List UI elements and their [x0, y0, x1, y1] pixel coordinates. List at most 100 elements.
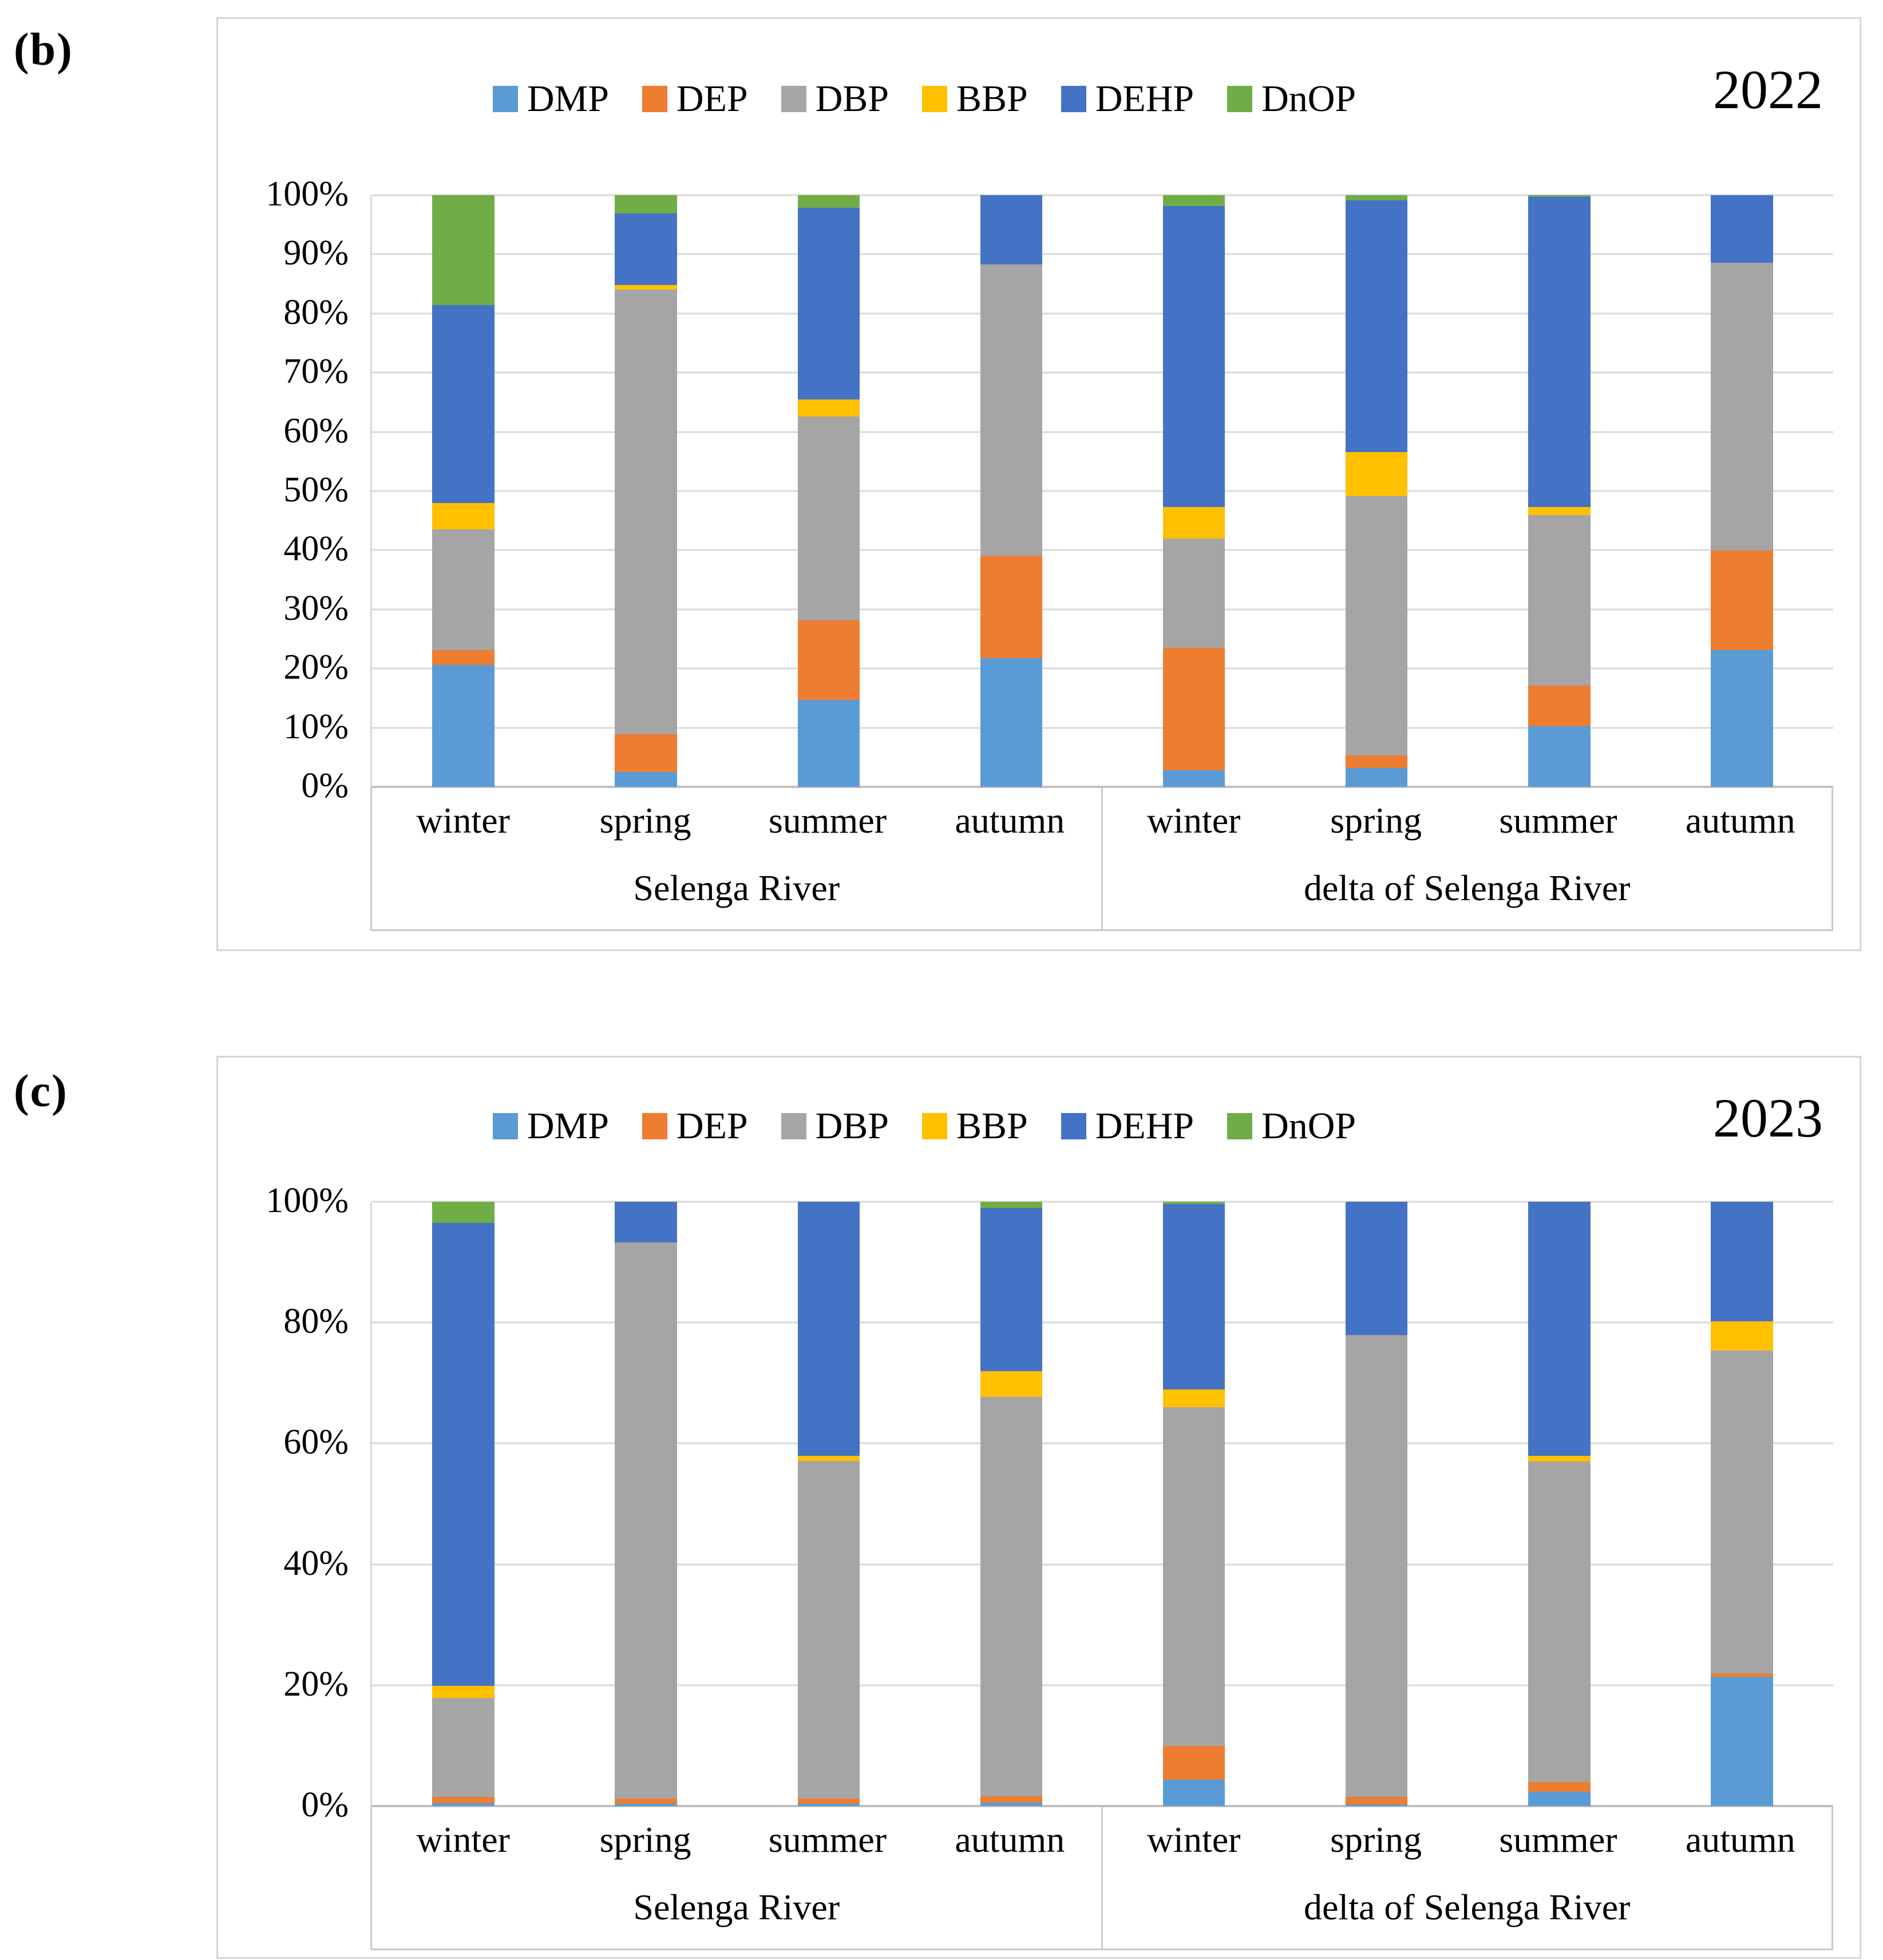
legend-label: DMP: [527, 1105, 609, 1147]
x-axis-label-box: winter spring summer autumn Selenga River win…: [370, 787, 1833, 931]
gridline: [372, 1442, 1833, 1444]
bar-segment-bbp: [1345, 452, 1408, 497]
bar-segment-dbp: [1528, 515, 1591, 686]
legend-label: DnOP: [1261, 1105, 1356, 1147]
gridline: [372, 608, 1833, 611]
bar-segment-dmp: [797, 700, 860, 787]
bar-segment-dehp: [432, 1223, 495, 1686]
x-group-label: delta of Selenga River: [1304, 1886, 1631, 1927]
y-axis: 100% 90% 80% 70% 60% 50% 40% 30% 20% 10% 0%: [218, 175, 370, 805]
y-tick-label: 100%: [266, 1181, 349, 1221]
x-category-label: winter: [1146, 1819, 1241, 1860]
gridline: [372, 431, 1833, 433]
x-axis-label-box: winter spring summer autumn Selenga River win…: [370, 1806, 1833, 1950]
gridline: [372, 253, 1833, 255]
bar-segment-dmp: [1162, 770, 1225, 787]
bar-segment-bbp: [432, 502, 495, 530]
x-axis-group-section: winter spring summer autumn Selenga River: [372, 1806, 1101, 1949]
legend-item-bbp: BBP: [921, 1104, 1028, 1148]
y-tick-label: 20%: [283, 1664, 349, 1704]
bar-segment-dnop: [1162, 195, 1225, 206]
bars: [372, 195, 1833, 787]
legend-swatch-icon: [921, 86, 947, 112]
chart-year-title: 2022: [1713, 59, 1823, 120]
bar-segment-dep: [1528, 686, 1591, 726]
legend-label: DMP: [527, 78, 609, 120]
bar-segment-dmp: [615, 1803, 677, 1806]
bar-slot: [1103, 195, 1285, 787]
bar-segment-dep: [797, 1799, 860, 1804]
bar-slot: [920, 195, 1102, 787]
bar-slot: [737, 1202, 920, 1806]
stacked-bar-spring: [615, 195, 677, 787]
bar-segment-dbp: [797, 416, 860, 621]
x-category-label: autumn: [1685, 800, 1795, 841]
x-axis-group-section: winter spring summer autumn delta of Selenga…: [1101, 1806, 1832, 1949]
legend-swatch-icon: [1227, 86, 1253, 112]
bar-segment-dbp: [797, 1461, 860, 1799]
stacked-bar-winter: [1162, 1202, 1225, 1806]
x-category-row: winter spring summer autumn: [1103, 1806, 1832, 1874]
bar-segment-dmp: [1345, 1804, 1408, 1806]
bar-segment-dbp: [615, 1242, 677, 1799]
y-tick-label: 40%: [283, 529, 349, 569]
gridline: [372, 490, 1833, 492]
bar-segment-bbp: [1162, 506, 1225, 538]
bar-segment-dep: [1345, 755, 1408, 768]
bar-segment-dnop: [615, 195, 677, 214]
y-tick-label: 80%: [283, 292, 349, 332]
bar-segment-dehp: [1162, 205, 1225, 507]
legend-swatch-icon: [492, 86, 518, 112]
bar-segment-dmp: [1162, 1779, 1225, 1806]
x-category-label: winter: [416, 800, 510, 841]
bar-slot: [372, 1202, 555, 1806]
stacked-bar-autumn: [1711, 1202, 1773, 1806]
bar-segment-dehp: [980, 1207, 1043, 1371]
legend-swatch-icon: [781, 1113, 806, 1139]
y-tick-label: 40%: [283, 1543, 349, 1583]
bar-segment-dep: [797, 620, 860, 700]
gridline: [372, 1201, 1833, 1203]
bar-slot: [1468, 1202, 1651, 1806]
gridline: [372, 1563, 1833, 1566]
y-tick-label: 20%: [283, 648, 349, 687]
bar-segment-dnop: [1345, 195, 1408, 201]
bar-segment-dep: [615, 1799, 677, 1804]
bar-slot: [1468, 195, 1651, 787]
bar-segment-dbp: [1345, 496, 1408, 756]
bar-segment-dnop: [432, 1202, 495, 1223]
y-tick-label: 0%: [301, 1785, 349, 1825]
legend-swatch-icon: [492, 1113, 518, 1139]
bar-slot: [555, 1202, 737, 1806]
x-category-label: autumn: [955, 800, 1065, 841]
y-tick-label: 60%: [283, 1423, 349, 1462]
legend-label: DEP: [676, 78, 748, 120]
bar-slot: [737, 195, 920, 787]
bar-segment-dehp: [1711, 1202, 1773, 1322]
bar-segment-bbp: [980, 1371, 1043, 1397]
y-tick-label: 30%: [283, 588, 349, 628]
legend-item-dnop: DnOP: [1227, 1104, 1356, 1148]
bar-segment-dnop: [432, 195, 495, 306]
y-tick-label: 50%: [283, 470, 349, 510]
legend-swatch-icon: [921, 1113, 947, 1139]
stacked-bar-spring: [615, 1202, 677, 1806]
bar-segment-dnop: [797, 195, 860, 208]
bar-segment-bbp: [1162, 1389, 1225, 1408]
bar-slot: [372, 195, 555, 787]
gridline: [372, 667, 1833, 670]
bar-segment-dbp: [1528, 1462, 1591, 1782]
bar-segment-dbp: [1162, 1407, 1225, 1747]
gridline: [372, 1805, 1833, 1807]
bar-slot: [1651, 195, 1833, 787]
bar-segment-dehp: [1528, 1202, 1591, 1456]
legend-swatch-icon: [1061, 86, 1086, 112]
bar-segment-dep: [980, 555, 1043, 658]
legend-item-bbp: BBP: [921, 77, 1028, 121]
stacked-bar-summer: [1528, 1202, 1591, 1806]
stacked-bar-summer: [797, 195, 860, 787]
legend-label: DEHP: [1095, 78, 1194, 120]
bar-segment-dehp: [615, 1202, 677, 1242]
bar-segment-dehp: [1345, 1202, 1408, 1336]
